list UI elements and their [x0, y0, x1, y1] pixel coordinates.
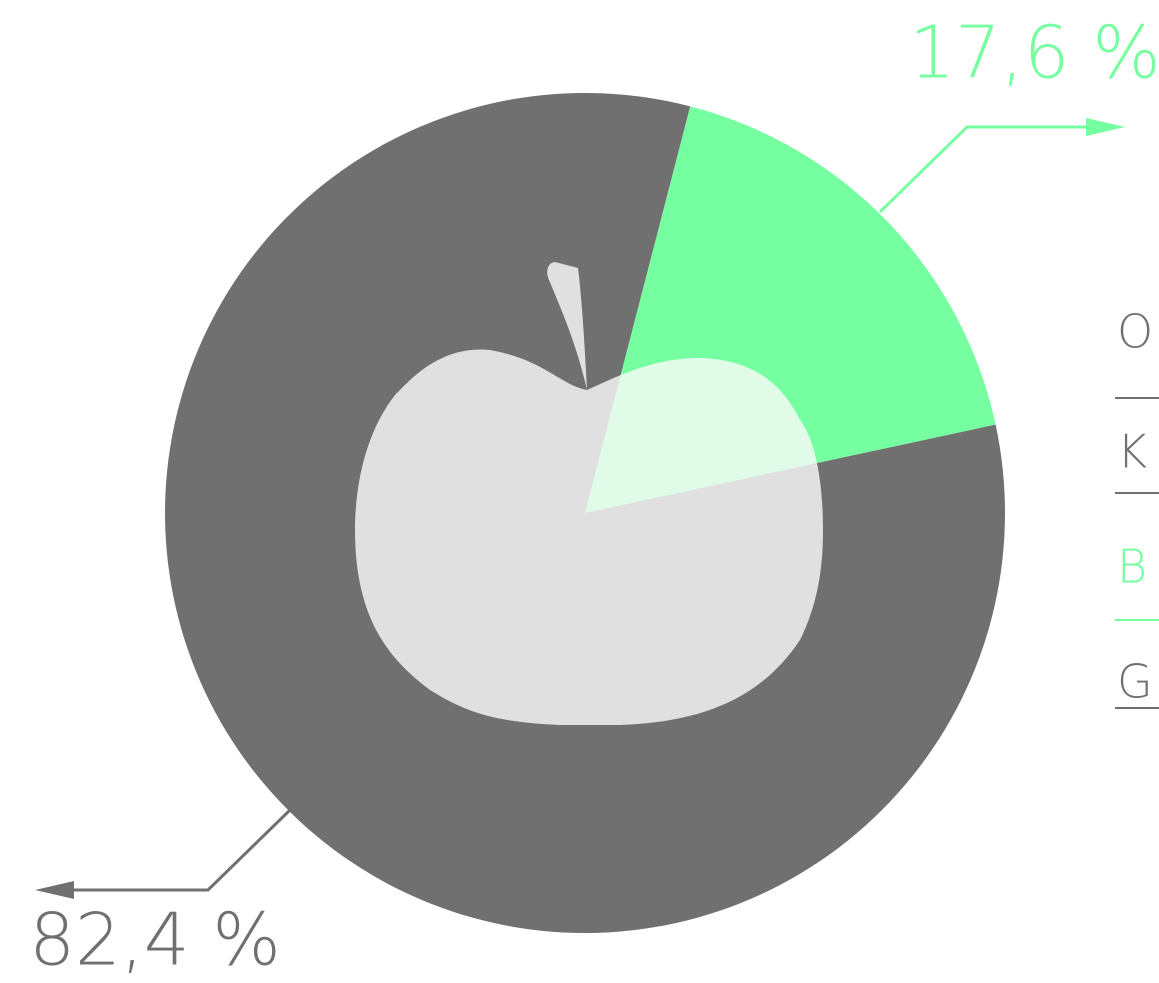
leader-lines	[35, 118, 1125, 899]
value-label: 17,6 %	[909, 11, 1159, 95]
menu-item[interactable]: B	[1117, 540, 1147, 594]
menu-item[interactable]: G	[1117, 655, 1153, 709]
menu: O K B G	[1115, 305, 1159, 709]
menu-item[interactable]: K	[1117, 425, 1147, 479]
value-label: 82,4 %	[29, 898, 281, 982]
apple-icon	[355, 262, 823, 725]
menu-item[interactable]: O	[1117, 305, 1153, 359]
